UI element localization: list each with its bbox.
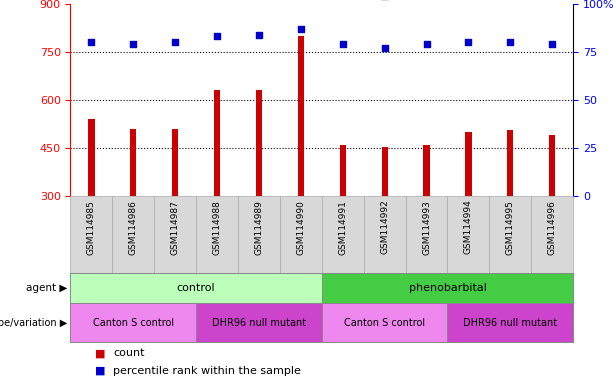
Bar <box>531 196 573 273</box>
Point <box>170 39 180 45</box>
Point <box>129 41 139 47</box>
Bar <box>322 196 364 273</box>
Text: GSM114994: GSM114994 <box>464 200 473 255</box>
Bar <box>406 196 447 273</box>
Bar <box>196 196 238 273</box>
Point <box>338 41 348 47</box>
Text: DHR96 null mutant: DHR96 null mutant <box>463 318 557 328</box>
Point <box>505 39 515 45</box>
Text: count: count <box>113 348 145 358</box>
Bar <box>70 196 112 273</box>
Bar <box>154 196 196 273</box>
Text: DHR96 null mutant: DHR96 null mutant <box>212 318 306 328</box>
Point <box>254 31 264 38</box>
Point <box>212 33 222 40</box>
Point <box>547 41 557 47</box>
Bar <box>489 196 531 273</box>
Bar <box>88 119 94 196</box>
Text: phenobarbital: phenobarbital <box>408 283 487 293</box>
Text: genotype/variation ▶: genotype/variation ▶ <box>0 318 67 328</box>
Point <box>422 41 432 47</box>
Text: ■: ■ <box>95 348 105 358</box>
Bar <box>322 273 573 303</box>
Bar <box>322 303 447 342</box>
Bar <box>70 303 196 342</box>
Text: Canton S control: Canton S control <box>93 318 174 328</box>
Bar <box>364 196 406 273</box>
Bar <box>447 303 573 342</box>
Text: GSM114988: GSM114988 <box>213 200 222 255</box>
Text: Canton S control: Canton S control <box>344 318 425 328</box>
Point <box>86 39 96 45</box>
Text: GSM114987: GSM114987 <box>170 200 180 255</box>
Point <box>463 39 473 45</box>
Bar <box>447 196 489 273</box>
Bar <box>298 36 304 196</box>
Text: GSM114995: GSM114995 <box>506 200 515 255</box>
Text: GSM114990: GSM114990 <box>296 200 305 255</box>
Text: GSM114986: GSM114986 <box>129 200 138 255</box>
Text: GSM114985: GSM114985 <box>87 200 96 255</box>
Bar <box>280 196 322 273</box>
Bar <box>172 129 178 196</box>
Bar <box>238 196 280 273</box>
Bar <box>196 303 322 342</box>
Bar <box>340 145 346 196</box>
Text: agent ▶: agent ▶ <box>26 283 67 293</box>
Text: GSM114993: GSM114993 <box>422 200 431 255</box>
Bar <box>130 129 137 196</box>
Bar <box>381 147 388 196</box>
Bar <box>424 145 430 196</box>
Point <box>296 26 306 32</box>
Bar <box>112 196 154 273</box>
Bar <box>214 90 220 196</box>
Bar <box>549 135 555 196</box>
Text: GSM114991: GSM114991 <box>338 200 348 255</box>
Bar <box>70 273 322 303</box>
Text: GSM114996: GSM114996 <box>547 200 557 255</box>
Text: ■: ■ <box>95 366 105 376</box>
Text: GSM114992: GSM114992 <box>380 200 389 255</box>
Bar <box>256 90 262 196</box>
Text: GSM114989: GSM114989 <box>254 200 264 255</box>
Bar <box>465 132 471 196</box>
Text: control: control <box>177 283 216 293</box>
Text: percentile rank within the sample: percentile rank within the sample <box>113 366 301 376</box>
Point <box>380 45 390 51</box>
Bar <box>507 130 514 196</box>
